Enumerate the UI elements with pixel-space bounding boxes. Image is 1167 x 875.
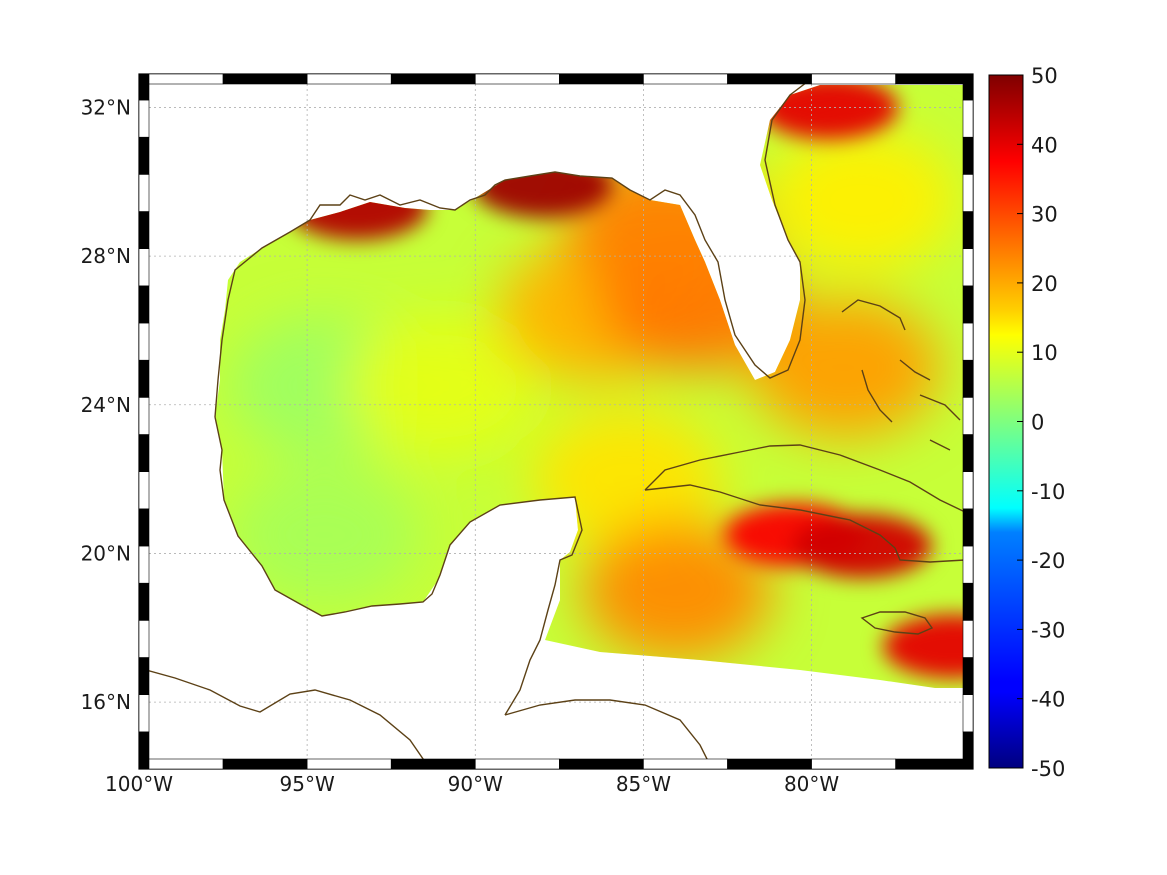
frame-band-right <box>962 322 974 361</box>
lon-tick-label: 80°W <box>784 772 839 796</box>
frame-band-bottom <box>895 758 974 770</box>
frame-band-left <box>138 620 150 658</box>
lat-tick-label: 32°N <box>81 95 131 119</box>
frame-band-bottom <box>727 758 812 770</box>
lon-tick-label: 100°W <box>105 772 173 796</box>
lat-tick-label: 16°N <box>81 690 131 714</box>
frame-band-right <box>962 508 974 547</box>
frame-band-right <box>962 471 974 510</box>
frame-band-top <box>138 73 224 85</box>
frame-band-bottom <box>559 758 644 770</box>
field-feature-bay-of-campeche <box>228 464 419 605</box>
frame-band-top <box>306 73 392 85</box>
colorbar-tick-label: 50 <box>1031 64 1058 88</box>
frame-band-left <box>138 397 150 435</box>
coastlines <box>139 74 966 769</box>
colorbar-tick-label: -40 <box>1031 688 1065 712</box>
field-feature-south-cuba <box>792 514 933 579</box>
lon-tick-label: 90°W <box>448 772 503 796</box>
bahamas-coastline <box>841 299 961 451</box>
frame-band-right <box>962 174 974 212</box>
frame-band-bottom <box>306 758 392 770</box>
lat-tick-label: 28°N <box>81 244 131 268</box>
frame-band-left <box>138 657 150 695</box>
frame-band-right <box>962 694 974 733</box>
frame-band-right <box>962 73 974 101</box>
frame-band-left <box>138 545 150 584</box>
frame-band-left <box>138 471 150 510</box>
gulf-coastline <box>214 416 583 716</box>
lon-tick-label: 85°W <box>616 772 671 796</box>
field-feature-atlantic-shelf <box>767 130 958 271</box>
frame-band-bottom <box>474 758 560 770</box>
frame-band-top <box>895 73 974 85</box>
colorbar-tick-label: -20 <box>1031 549 1065 573</box>
frame-band-right <box>962 434 974 472</box>
frame-band-right <box>962 136 974 175</box>
jamaica-coastline <box>860 611 934 635</box>
frame-band-top <box>811 73 896 85</box>
frame-band-left <box>138 322 150 361</box>
colorbar: 50 40 30 20 10 0 -10 -20 -30 -40 -50 <box>988 64 1065 781</box>
field-feature-central-gulf <box>346 316 537 457</box>
frame-band-right <box>962 99 974 138</box>
colorbar-tick-label: 20 <box>1031 272 1058 296</box>
frame-band-left <box>138 582 150 621</box>
longitude-labels: 100°W 95°W 90°W 85°W 80°W <box>105 772 839 796</box>
frame-band-bottom <box>811 758 896 770</box>
frame-band-bottom <box>138 758 224 770</box>
frame-band-right <box>962 731 974 770</box>
latitude-labels: 16°N 20°N 24°N 28°N 32°N <box>81 95 131 714</box>
frame-band-right <box>962 397 974 435</box>
frame-band-top <box>559 73 644 85</box>
frame-band-right <box>962 582 974 621</box>
frame-band-right <box>962 211 974 249</box>
frame-band-left <box>138 731 150 770</box>
colorbar-tick-label: -10 <box>1031 480 1065 504</box>
north-gulf-coastline <box>214 75 816 418</box>
colorbar-tick-label: 10 <box>1031 341 1058 365</box>
frame-band-bottom <box>643 758 728 770</box>
lon-tick-label: 95°W <box>280 772 335 796</box>
map-frame-bands <box>138 73 974 770</box>
frame-band-left <box>138 285 150 324</box>
field-feature-bahamas <box>750 297 941 438</box>
frame-band-left <box>138 508 150 547</box>
frame-band-left <box>138 694 150 733</box>
frame-band-right <box>962 359 974 398</box>
frame-band-left <box>138 211 150 249</box>
frame-band-right <box>962 248 974 287</box>
colorbar-tick-label: 40 <box>1031 133 1058 157</box>
frame-band-right <box>962 545 974 584</box>
frame-band-right <box>962 285 974 324</box>
frame-band-top <box>390 73 476 85</box>
frame-band-top <box>222 73 308 85</box>
frame-band-left <box>138 248 150 287</box>
frame-band-left <box>138 434 150 472</box>
frame-band-right <box>962 657 974 695</box>
colorbar-tick-label: -30 <box>1031 618 1065 642</box>
lat-tick-label: 20°N <box>81 541 131 565</box>
colorbar-ticks: 50 40 30 20 10 0 -10 -20 -30 -40 -50 <box>1017 64 1065 781</box>
field-feature-northwest-caribbean <box>582 520 773 661</box>
field-feature-jamaica-east <box>882 614 965 679</box>
frame-band-left <box>138 73 150 101</box>
colorbar-tick-label: 0 <box>1031 411 1044 435</box>
frame-band-left <box>138 359 150 398</box>
frame-band-top <box>727 73 812 85</box>
frame-band-left <box>138 136 150 175</box>
frame-band-left <box>138 99 150 138</box>
frame-band-top <box>474 73 560 85</box>
frame-band-right <box>962 620 974 658</box>
frame-band-bottom <box>222 758 308 770</box>
central-america-coastline <box>139 667 713 769</box>
frame-band-left <box>138 174 150 212</box>
lat-tick-label: 24°N <box>81 393 131 417</box>
colorbar-tick-label: -50 <box>1031 757 1065 781</box>
colorbar-tick-label: 30 <box>1031 203 1058 227</box>
frame-band-top <box>643 73 728 85</box>
frame-band-bottom <box>390 758 476 770</box>
cuba-coastline <box>644 444 966 563</box>
